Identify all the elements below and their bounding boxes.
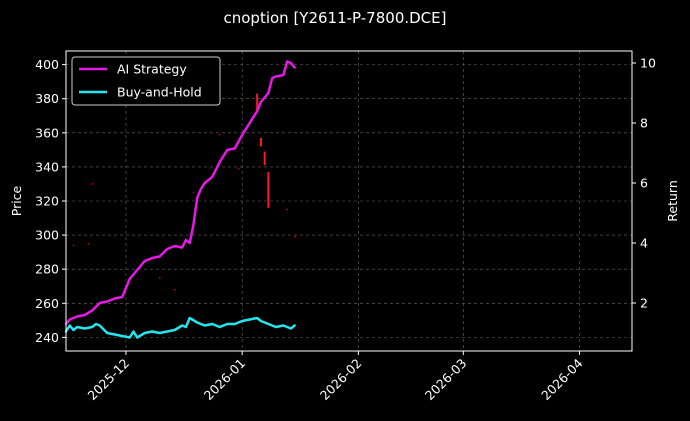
- price-dot: [218, 133, 221, 136]
- price-dot: [192, 191, 195, 194]
- left-tick-label: 240: [35, 330, 59, 345]
- left-tick-label: 280: [35, 262, 59, 277]
- grid: [66, 51, 632, 351]
- left-tick-label: 340: [35, 159, 59, 174]
- price-dot: [87, 242, 90, 245]
- right-tick-label: 10: [640, 56, 656, 71]
- legend-label-buy-and-hold: Buy-and-Hold: [117, 85, 202, 100]
- right-tick-label: 2: [640, 296, 648, 311]
- legend: AI Strategy Buy-and-Hold: [71, 56, 221, 106]
- right-tick-label: 8: [640, 116, 648, 131]
- price-dot: [72, 244, 75, 247]
- price-dot: [91, 183, 94, 185]
- left-tick-label: 400: [35, 57, 59, 72]
- legend-label-ai-strategy: AI Strategy: [117, 62, 187, 77]
- left-axis-label: Price: [9, 185, 24, 216]
- series-line-ai-strategy: [64, 60, 296, 326]
- left-axis: 240 260 280 300 320 340 360 380 400: [35, 57, 66, 345]
- series-line-buy-and-hold: [64, 316, 296, 339]
- series-layer: [64, 60, 296, 339]
- legend-box: [71, 56, 221, 106]
- price-dot: [293, 235, 296, 238]
- chart-title: cnoption [Y2611-P-7800.DCE]: [224, 9, 447, 27]
- right-tick-label: 4: [640, 236, 648, 251]
- left-tick-label: 300: [35, 228, 59, 243]
- left-tick-label: 260: [35, 296, 59, 311]
- price-dot: [237, 167, 240, 170]
- left-tick-label: 320: [35, 194, 59, 209]
- right-axis-label: Return: [665, 180, 680, 221]
- left-tick-label: 380: [35, 91, 59, 106]
- right-tick-label: 6: [640, 176, 648, 191]
- right-axis: 2 4 6 8 10: [632, 56, 656, 311]
- left-tick-label: 360: [35, 125, 59, 140]
- price-dot: [158, 276, 161, 279]
- price-dot: [173, 288, 176, 291]
- price-dot: [286, 208, 289, 211]
